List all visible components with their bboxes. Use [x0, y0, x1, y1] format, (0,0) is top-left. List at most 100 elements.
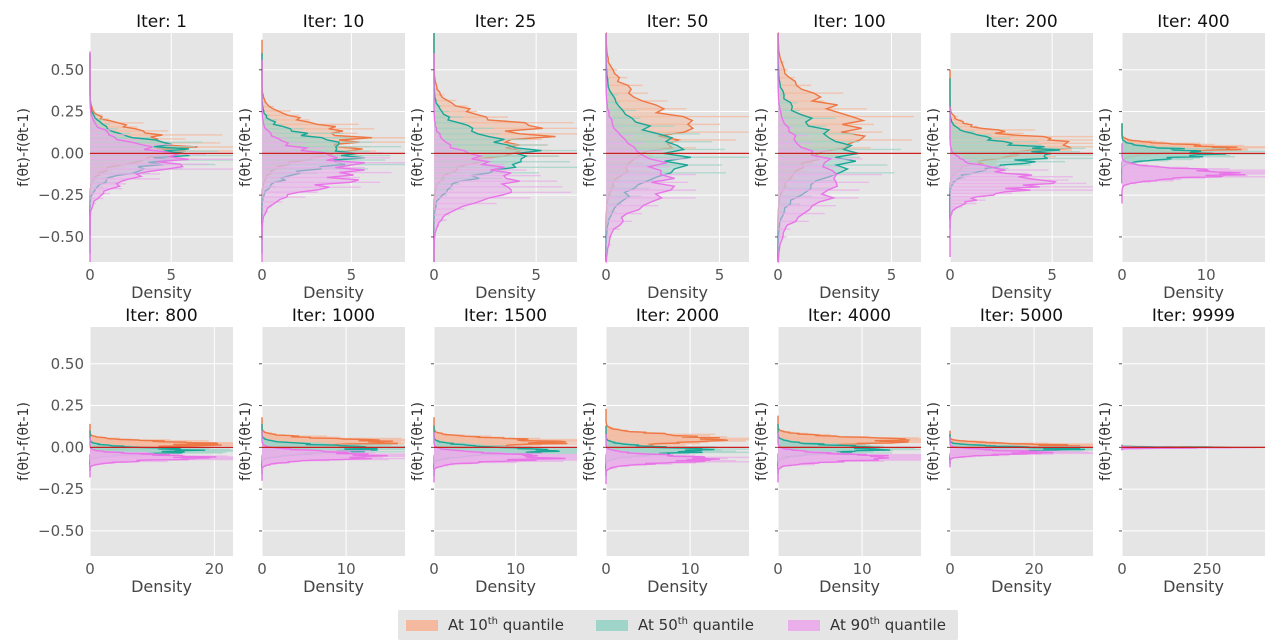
y-axis-label: f(θt)-f(θt-1) — [754, 402, 770, 481]
legend-label-10th: At 10th quantile — [448, 616, 564, 634]
x-tick-label: 0 — [429, 560, 439, 578]
x-tick-label: 0 — [773, 560, 783, 578]
y-axis-label: f(θt)-f(θt-1) — [238, 108, 254, 187]
x-tick-label: 0 — [945, 266, 955, 284]
density-area-90th — [262, 59, 365, 263]
density-line-90th — [605, 33, 676, 263]
y-tick-label: −0.50 — [38, 228, 84, 246]
panel-title: Iter: 9999 — [1152, 306, 1235, 326]
density-area-90th — [606, 33, 675, 262]
legend-label-50th: At 50th quantile — [638, 616, 754, 634]
x-tick-label: 0 — [773, 266, 783, 284]
density-area-90th — [1122, 143, 1246, 204]
density-area-90th — [90, 437, 217, 478]
legend-swatch-10th — [406, 619, 438, 631]
x-tick-label: 0 — [945, 560, 955, 578]
x-tick-label: 0 — [429, 266, 439, 284]
x-axis-label: Density — [991, 283, 1052, 302]
x-tick-label: 5 — [531, 266, 541, 284]
x-tick-label: 5 — [887, 266, 897, 284]
x-tick-label: 10 — [1197, 266, 1216, 284]
x-tick-label: 0 — [85, 266, 95, 284]
x-tick-label: 5 — [166, 266, 176, 284]
x-tick-label: 10 — [506, 560, 525, 578]
density-line-90th — [89, 51, 189, 262]
y-axis-label: f(θt)-f(θt-1) — [410, 402, 426, 481]
y-axis-label: f(θt)-f(θt-1) — [754, 108, 770, 187]
y-tick-label: 0.25 — [51, 103, 84, 121]
y-tick-label: −0.25 — [38, 186, 84, 204]
density-area-90th — [434, 432, 566, 483]
density-area-90th — [262, 430, 388, 481]
x-axis-label: Density — [303, 577, 364, 596]
density-line-90th — [605, 434, 721, 485]
panel-title: Iter: 1500 — [464, 306, 547, 326]
y-axis-label: f(θt)-f(θt-1) — [582, 108, 598, 187]
panel-4: Iter: 50 f(θt)-f(θt-1) 0 5 Density — [582, 12, 749, 302]
x-axis-label: Density — [991, 577, 1052, 596]
panel-title: Iter: 25 — [475, 12, 537, 32]
x-tick-label: 0 — [1117, 560, 1127, 578]
density-area-50th — [606, 33, 691, 262]
density-line-90th — [261, 59, 365, 262]
x-tick-label: 0 — [257, 560, 267, 578]
y-axis-label: f(θt)-f(θt-1) — [238, 402, 254, 481]
x-tick-label: 5 — [715, 266, 725, 284]
y-axis-label: f(θt)-f(θt-1) — [926, 402, 942, 481]
density-area-50th — [434, 425, 560, 476]
density-area-50th — [434, 33, 542, 262]
x-tick-label: 0 — [601, 560, 611, 578]
x-tick-label: 10 — [337, 560, 356, 578]
x-axis-label: Density — [647, 577, 708, 596]
panel-title: Iter: 100 — [813, 12, 885, 32]
panel-title: Iter: 400 — [1157, 12, 1229, 32]
x-axis-label: Density — [647, 283, 708, 302]
panel-title: Iter: 200 — [985, 12, 1057, 32]
panel-title: Iter: 1000 — [292, 306, 375, 326]
x-tick-label: 10 — [853, 560, 872, 578]
x-tick-label: 0 — [257, 266, 267, 284]
x-tick-label: 0 — [1117, 266, 1127, 284]
x-axis-label: Density — [1163, 577, 1224, 596]
panel-8: Iter: 800 0.50 0.25 0.00 −0.25 −0.50 f(θt)-f(θ… — [16, 306, 233, 596]
density-line-90th — [261, 430, 388, 481]
x-axis-label: Density — [819, 577, 880, 596]
y-tick-label: 0.25 — [51, 397, 84, 415]
x-axis-label: Density — [1163, 283, 1224, 302]
x-tick-label: 250 — [1193, 560, 1222, 578]
legend-swatch-50th — [596, 619, 628, 631]
panel-title: Iter: 50 — [647, 12, 709, 32]
panel-title: Iter: 4000 — [808, 306, 891, 326]
density-area-90th — [778, 432, 889, 483]
density-line-90th — [949, 106, 1057, 257]
density-area-50th — [778, 423, 891, 475]
density-area-10th — [262, 417, 398, 468]
density-area-90th — [90, 51, 189, 263]
y-tick-label: 0.00 — [51, 438, 84, 456]
density-area-10th — [606, 408, 728, 470]
x-tick-label: 20 — [1025, 560, 1044, 578]
density-area-50th — [606, 425, 715, 476]
panel-title: Iter: 10 — [303, 12, 365, 32]
density-area-50th — [262, 423, 378, 475]
x-axis-label: Density — [819, 283, 880, 302]
density-line-90th — [777, 432, 889, 483]
y-tick-label: 0.50 — [51, 355, 84, 373]
density-line-90th — [89, 437, 217, 478]
density-line-90th — [433, 432, 566, 483]
x-tick-label: 5 — [1047, 266, 1057, 284]
legend-item-90th: At 90th quantile — [788, 610, 946, 640]
density-area-10th — [434, 417, 568, 468]
legend-item-10th: At 10th quantile — [406, 610, 564, 640]
x-axis-label: Density — [475, 283, 536, 302]
